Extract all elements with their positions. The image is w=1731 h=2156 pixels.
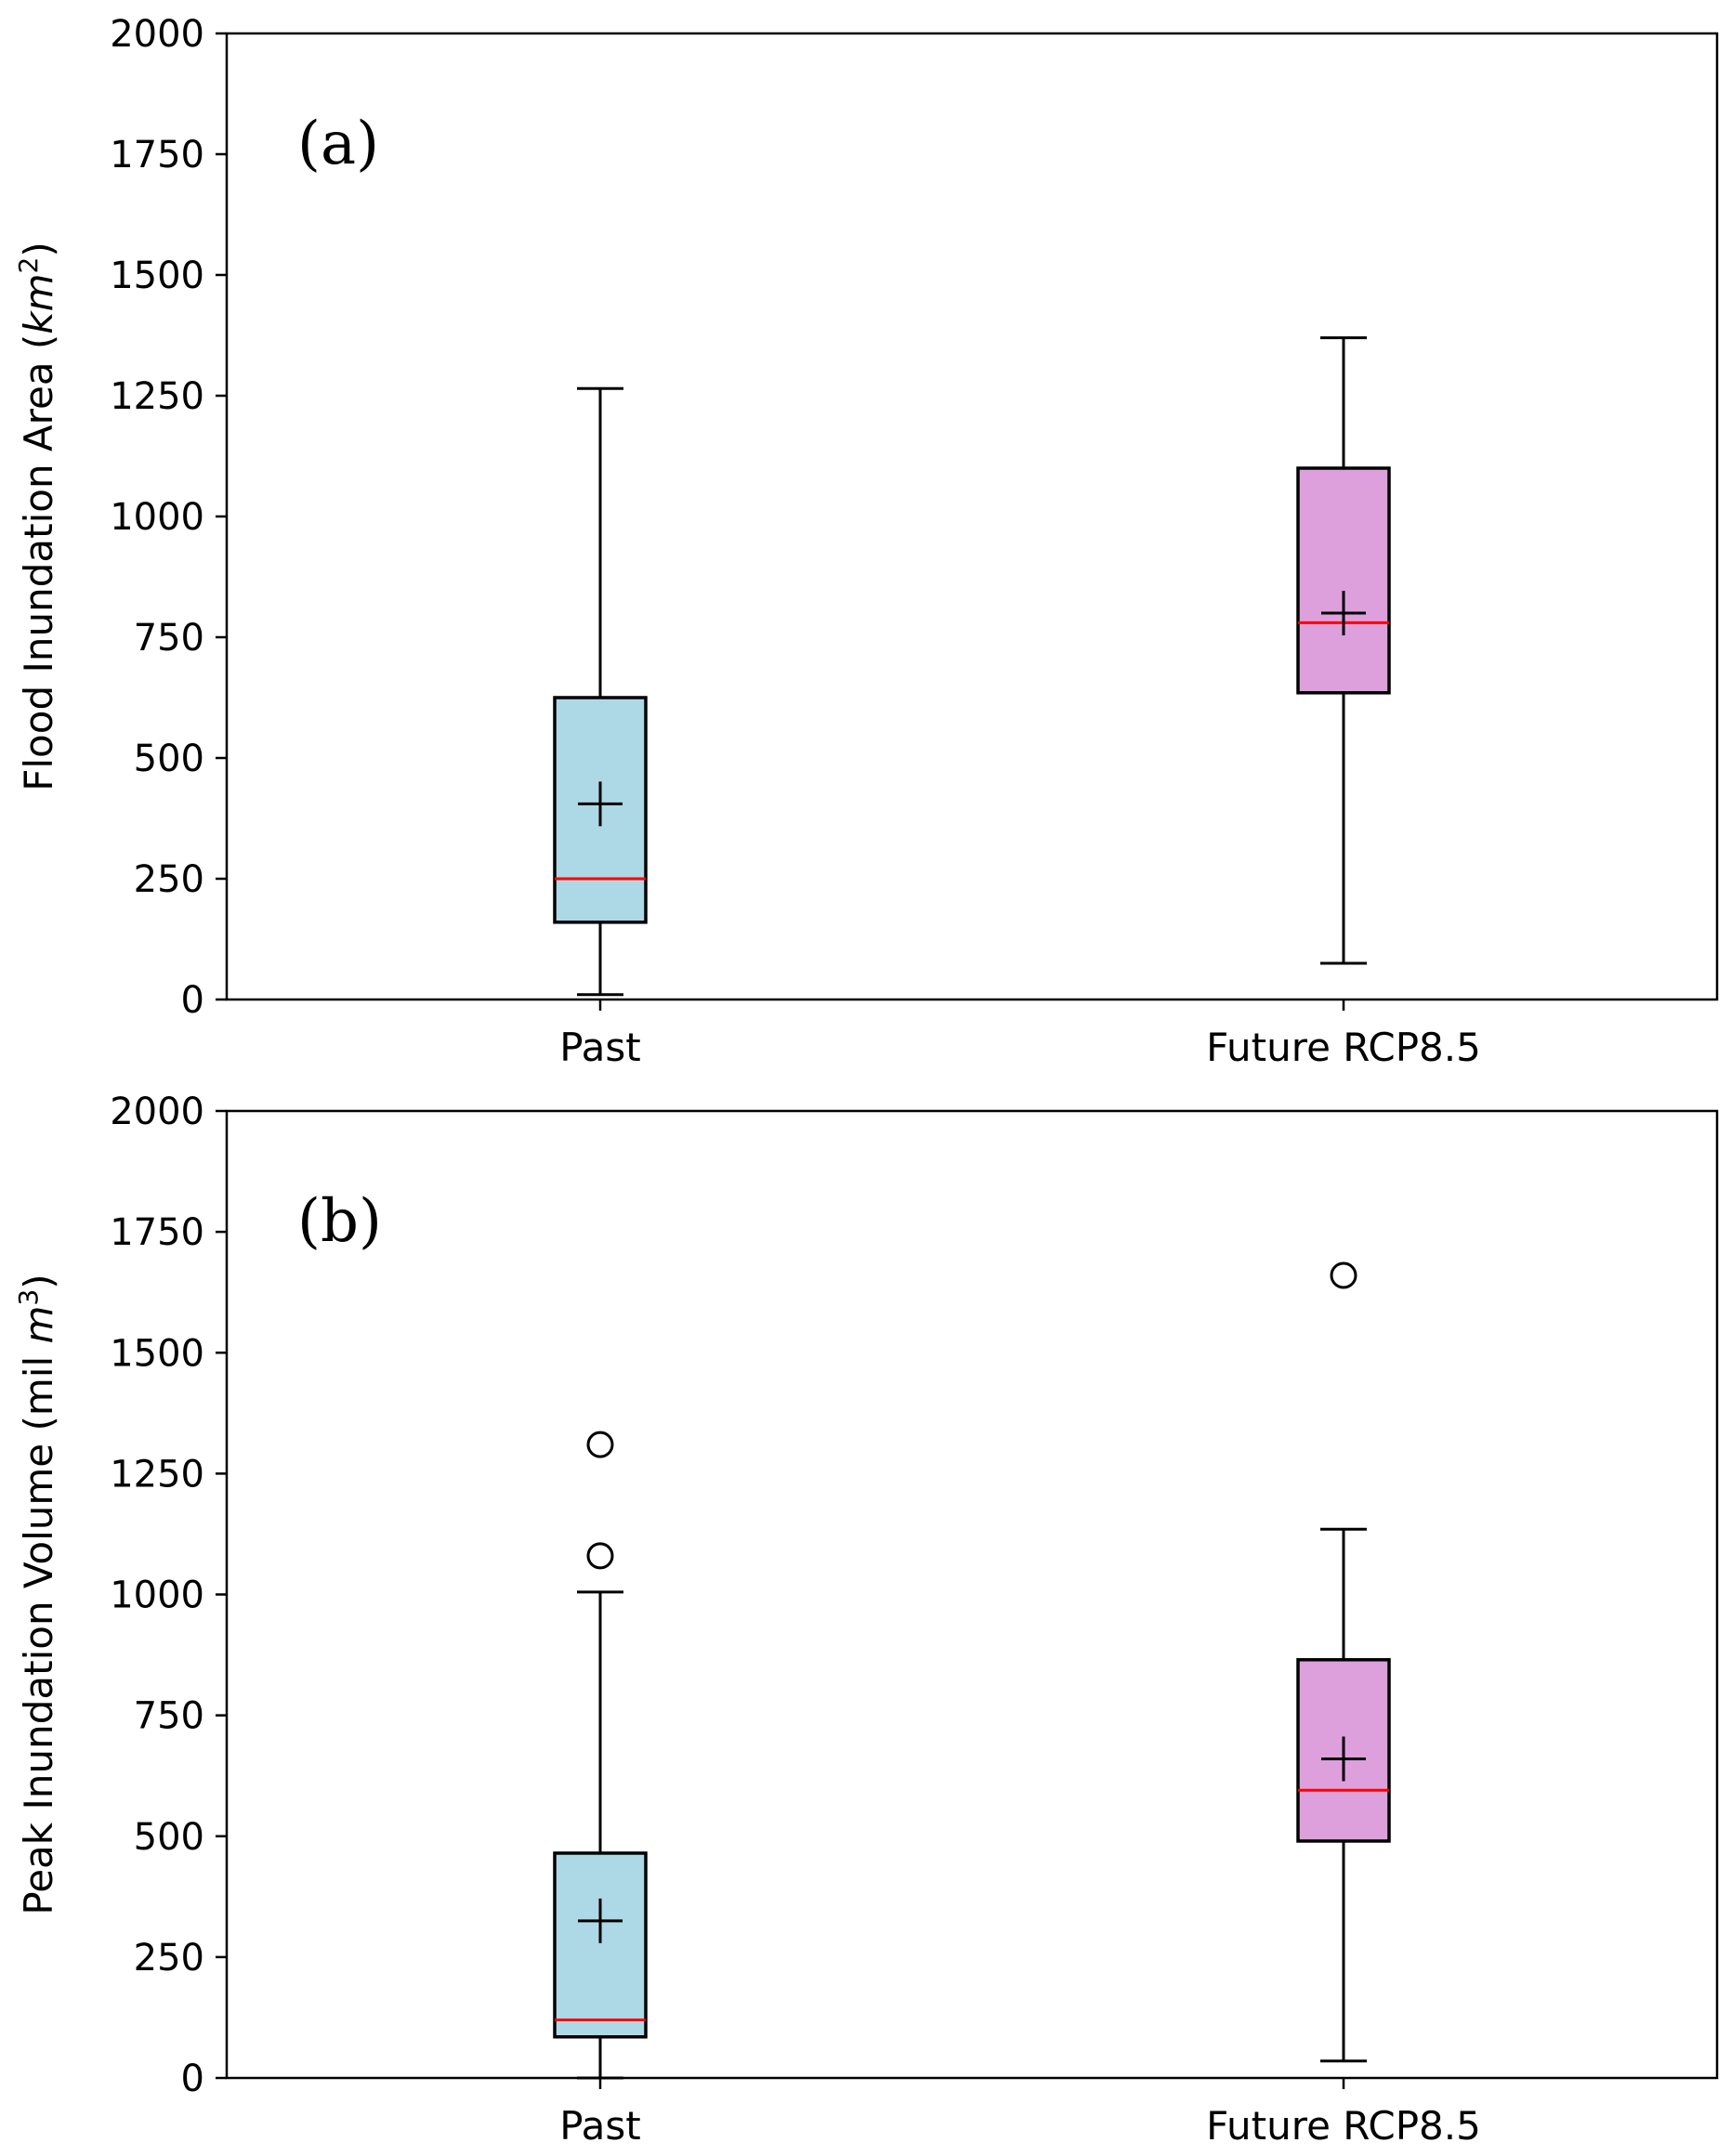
y-axis-label: Peak Inundation Volume (mil m3): [13, 1274, 61, 1914]
y-tick-label: 1750: [110, 134, 204, 176]
x-tick-label: Past: [559, 2103, 641, 2149]
iqr-box: [1296, 466, 1391, 695]
y-tick-label: 1500: [110, 1332, 204, 1375]
y-tick-label: 2000: [110, 1091, 204, 1133]
x-tick-label: Future RCP8.5: [1206, 1025, 1481, 1070]
x-tick-label: Future RCP8.5: [1206, 2103, 1481, 2149]
box-future-rcp85: [1296, 336, 1391, 965]
chart-panel-a: 0 250 500 750 1000 1250 1500 1750 2000 Past Future…: [13, 13, 1719, 1070]
x-tick-label: Past: [559, 1025, 641, 1070]
outlier-point: [586, 1542, 614, 1570]
plot-frame: [225, 1109, 1719, 2080]
y-tick-label: 2000: [110, 13, 204, 56]
y-tick-label: 1750: [110, 1211, 204, 1254]
y-tick-label: 1500: [110, 255, 204, 297]
box-future-rcp85: [1296, 1261, 1391, 2063]
y-tick-label: 250: [134, 1937, 204, 1980]
y-tick-label: 1250: [110, 1453, 204, 1496]
y-tick-label: 250: [134, 858, 204, 901]
chart-panel-b: 0 250 500 750 1000 1250 1500 1750 2000 Past Future…: [13, 1091, 1719, 2149]
y-tick-label: 500: [134, 738, 204, 780]
y-tick-label: 500: [134, 1816, 204, 1859]
plot-frame: [225, 32, 1719, 1001]
outlier-point: [1330, 1261, 1357, 1289]
y-tick-label: 750: [134, 1695, 204, 1738]
y-tick-label: 0: [181, 2058, 204, 2100]
panel-label: (a): [297, 110, 379, 178]
panel-label: (b): [297, 1187, 382, 1256]
outlier-point: [586, 1431, 614, 1458]
y-tick-label: 1250: [110, 375, 204, 418]
y-tick-label: 750: [134, 617, 204, 660]
iqr-box: [553, 1851, 648, 2039]
y-tick-label: 0: [181, 979, 204, 1022]
y-tick-label: 1000: [110, 496, 204, 539]
y-tick-label: 1000: [110, 1575, 204, 1617]
y-axis-label: Flood Inundation Area (km2): [13, 242, 61, 791]
box-past: [553, 1431, 648, 2080]
box-past: [553, 386, 648, 997]
